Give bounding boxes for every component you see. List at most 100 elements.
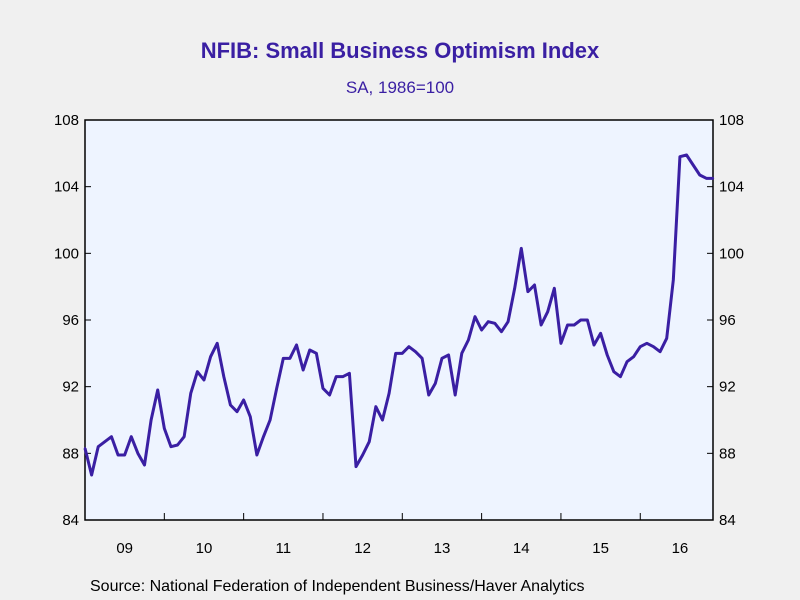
data-point [639,345,642,348]
data-point [169,445,173,448]
data-point [249,415,252,418]
data-point [427,393,430,397]
data-points [83,153,715,477]
data-point [348,372,351,375]
data-point [625,360,629,363]
data-point [334,375,338,378]
y-tick-label-left: 88 [62,445,79,462]
data-point [705,177,708,180]
source-note: Source: National Federation of Independe… [90,578,585,595]
y-tick-label-left: 104 [54,179,79,196]
data-point [268,418,272,422]
data-point [235,410,239,413]
data-point [275,387,278,390]
data-point [619,375,622,378]
axis-ticks [85,119,713,521]
data-point [407,345,411,348]
data-point [288,357,292,360]
data-point [606,353,609,357]
y-tick-label-right: 108 [719,112,744,129]
data-point [149,418,153,422]
data-point [493,322,497,325]
data-point [672,278,675,282]
data-point [467,338,470,342]
data-point [579,318,582,322]
data-point [447,353,450,357]
x-tick-label: 16 [672,540,689,557]
data-point [368,440,371,443]
y-tick-label-right: 96 [719,312,736,329]
data-point [685,153,688,157]
data-point [361,453,364,457]
data-point [196,370,199,373]
plot-area [84,119,714,521]
y-tick-label-right: 88 [719,445,736,462]
data-point [645,342,649,345]
data-point [328,393,331,397]
data-point [387,392,391,395]
data-point [513,287,516,290]
data-point [658,350,662,353]
y-tick-label-left: 84 [62,512,79,529]
data-point [209,355,212,358]
data-point [401,352,404,355]
data-point [546,310,549,313]
data-point [189,392,192,395]
data-point [678,155,682,158]
data-point [295,343,298,347]
data-point [216,342,219,345]
chart-title: NFIB: Small Business Optimism Index [200,38,600,63]
y-tick-label-left: 108 [54,112,79,129]
data-point [500,330,503,333]
data-point [394,352,397,355]
data-point [341,375,344,378]
data-point [222,375,226,378]
x-tick-label: 10 [196,540,213,557]
data-point [473,315,477,318]
y-tick-label-right: 104 [719,179,744,196]
chart-subtitle: SA, 1986=100 [345,78,455,97]
data-point [632,355,635,358]
data-point [460,352,463,355]
x-tick-label: 15 [592,540,609,557]
data-point [308,348,311,352]
data-point [559,342,563,345]
data-point [130,435,133,438]
data-point [202,378,206,382]
series-line [83,153,713,477]
data-point [533,283,536,287]
data-point [553,287,556,290]
data-point [381,418,384,422]
data-point [97,445,100,448]
x-tick-label: 13 [434,540,451,557]
x-tick-label: 09 [116,540,133,557]
data-point [599,332,602,335]
data-point [691,163,695,167]
x-tick-label: 11 [276,540,292,557]
data-point [301,368,305,372]
data-point [440,357,444,360]
data-point [652,345,655,348]
data-point [136,452,140,455]
data-point [229,403,232,407]
data-point [612,370,616,373]
data-point [176,443,179,447]
y-tick-label-left: 92 [62,379,79,396]
data-point [123,453,126,457]
data-point [255,453,259,457]
data-point [242,398,245,402]
y-tick-label-right: 100 [719,245,744,262]
y-tick-label-left: 96 [62,312,79,329]
data-point [262,435,265,438]
data-point [434,382,437,385]
data-point [354,465,358,468]
data-point [83,447,87,450]
data-point [586,318,589,322]
x-tick-label: 12 [354,540,371,557]
data-point [315,352,318,355]
data-point [143,463,146,467]
data-point [711,177,715,180]
data-point [414,350,417,353]
data-point [182,435,186,438]
